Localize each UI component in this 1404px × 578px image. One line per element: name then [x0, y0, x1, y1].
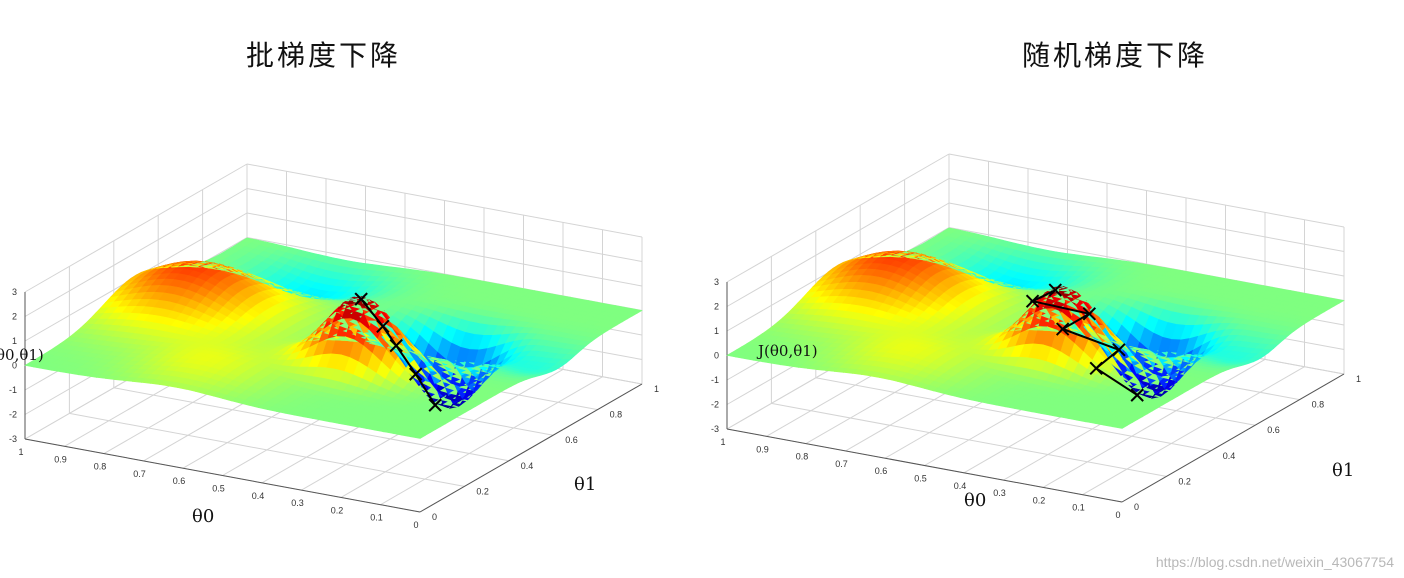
z-tick-label: 2: [12, 312, 17, 322]
theta0-tick-label: 0.2: [1033, 495, 1046, 505]
step-marker: [1048, 283, 1062, 297]
batch-gd-panel: 批梯度下降 1 0.9 0.8 0.7 0.6 0.5 0.4 0.3 0.2 0.1 0 0 0.2 0…: [0, 39, 659, 530]
theta0-tick-label: 0.5: [914, 474, 927, 484]
theta0-tick-label: 0.5: [212, 484, 225, 494]
step-marker: [354, 292, 368, 306]
theta0-tick-label: 0.1: [1072, 503, 1085, 513]
theta0-tick-label: 0: [1115, 510, 1120, 520]
theta1-tick-label: 0.4: [1223, 451, 1236, 461]
theta0-tick-label: 0.7: [835, 459, 848, 469]
step-marker: [1130, 388, 1144, 402]
step-marker: [1089, 361, 1103, 375]
z-tick-label: 1: [12, 336, 17, 346]
z-tick-label: -3: [9, 434, 17, 444]
step-marker: [1082, 307, 1097, 321]
z-axis-label: θ0,θ1): [0, 346, 44, 364]
theta1-axis-label: θ1: [574, 474, 596, 495]
z-tick-label: -2: [711, 400, 719, 410]
z-tick-label: -1: [711, 375, 719, 385]
theta1-tick-label: 1: [1356, 374, 1361, 384]
chart-title: 随机梯度下降: [1022, 39, 1209, 72]
tick-labels: 1 0.9 0.8 0.7 0.6 0.5 0.4 0.3 0.2 0.1 0 0 0.2 0.4 0.6 0…: [711, 277, 1361, 520]
z-tick-label: -1: [9, 385, 17, 395]
theta0-tick-label: 0.1: [370, 513, 383, 523]
theta1-tick-label: 0.8: [610, 410, 623, 420]
theta1-tick-label: 0.6: [565, 435, 578, 445]
watermark: https://blog.csdn.net/weixin_43067754: [1155, 554, 1394, 570]
z-tick-label: 0: [12, 361, 17, 371]
theta1-axis-label: θ1: [1332, 460, 1354, 481]
theta1-tick-label: 0.2: [1178, 476, 1191, 486]
stochastic-gd-panel: 随机梯度下降 1 0.9 0.8 0.7 0.6 0.5 0.4 0.3 0.2 0.1 0 0 0.2…: [702, 0, 1404, 578]
step-marker: [408, 367, 423, 381]
theta0-tick-label: 0.6: [875, 466, 888, 476]
theta0-tick-label: 0: [413, 520, 418, 530]
step-marker: [1055, 322, 1070, 336]
theta1-tick-label: 0: [1134, 502, 1139, 512]
theta1-tick-label: 0.2: [476, 486, 489, 496]
theta0-tick-label: 1: [18, 447, 23, 457]
z-tick-label: 3: [12, 287, 17, 297]
theta0-tick-label: 0.3: [291, 498, 304, 508]
theta0-tick-label: 0.4: [252, 491, 265, 501]
tick-labels: 1 0.9 0.8 0.7 0.6 0.5 0.4 0.3 0.2 0.1 0 0 0.2 0.4 0.6 0…: [9, 287, 659, 530]
theta0-tick-label: 0.3: [993, 488, 1006, 498]
theta0-axis-label: θ0: [192, 506, 214, 527]
theta1-tick-label: 1: [654, 384, 659, 394]
theta0-tick-label: 0.7: [133, 469, 146, 479]
stochastic-gd-chart: 1 0.9 0.8 0.7 0.6 0.5 0.4 0.3 0.2 0.1 0 0 0.2 0.4 0.6 0…: [711, 153, 1361, 520]
z-tick-label: -3: [711, 424, 719, 434]
theta0-tick-label: 0.8: [94, 462, 107, 472]
theta1-tick-label: 0: [432, 512, 437, 522]
theta1-tick-label: 0.8: [1312, 400, 1325, 410]
theta0-tick-label: 0.2: [331, 505, 344, 515]
theta0-tick-label: 0.9: [54, 454, 67, 464]
z-axis-label: J(θ0,θ1): [756, 342, 818, 360]
step-marker: [376, 319, 390, 334]
theta1-tick-label: 0.4: [521, 461, 534, 471]
cost-surface: [726, 227, 1345, 429]
theta0-axis-label: θ0: [964, 490, 986, 511]
descent-path: [1025, 283, 1144, 402]
step-marker: [1025, 294, 1040, 308]
step-marker: [1112, 343, 1126, 357]
step-marker: [389, 338, 403, 353]
theta0-tick-label: 0.4: [954, 481, 967, 491]
z-tick-label: -2: [9, 410, 17, 420]
chart-title: 批梯度下降: [246, 39, 402, 72]
z-tick-label: 3: [714, 277, 719, 287]
theta0-tick-label: 0.9: [756, 444, 769, 454]
step-marker: [428, 398, 442, 412]
z-tick-label: 2: [714, 302, 719, 312]
cost-surface: [24, 237, 643, 439]
z-tick-label: 0: [714, 351, 719, 361]
theta0-tick-label: 0.8: [796, 452, 809, 462]
descent-path: [354, 292, 442, 412]
z-tick-label: 1: [714, 326, 719, 336]
theta0-tick-label: 1: [720, 437, 725, 447]
theta0-tick-label: 0.6: [173, 476, 186, 486]
theta1-tick-label: 0.6: [1267, 425, 1280, 435]
batch-gd-chart: 1 0.9 0.8 0.7 0.6 0.5 0.4 0.3 0.2 0.1 0 0 0.2 0.4 0.6 0…: [0, 163, 659, 530]
